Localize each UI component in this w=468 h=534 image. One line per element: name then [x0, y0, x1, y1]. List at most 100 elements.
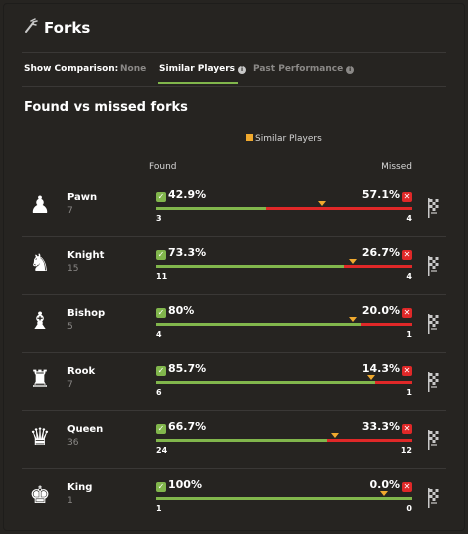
found-fill — [156, 381, 375, 384]
found-count: 24 — [156, 446, 168, 455]
legend-label: Similar Players — [255, 134, 322, 144]
missed-percentage: 33.3% ✕ — [361, 420, 412, 434]
found-fill — [156, 439, 327, 442]
found-percentage: ✓ 66.7% — [156, 420, 207, 434]
fork-icon — [24, 18, 40, 38]
row-divider — [22, 410, 446, 411]
piece-name: Queen — [67, 424, 104, 435]
found-missed-bar — [156, 323, 412, 326]
found-missed-bar — [156, 381, 412, 384]
found-count: 1 — [156, 504, 162, 513]
found-percentage: ✓ 100% — [156, 478, 202, 492]
piece-name: Rook — [67, 366, 96, 377]
checkered-flag-icon[interactable] — [428, 372, 440, 392]
knight-icon: ♞ — [29, 249, 51, 277]
checkered-flag-icon[interactable] — [428, 488, 440, 508]
piece-row-queen: ♛ Queen 36 ✓ 66.7% 33.3% ✕ 24 12 — [4, 411, 464, 469]
missed-percentage: 26.7% ✕ — [361, 246, 412, 260]
piece-row-pawn: ♟ Pawn 7 ✓ 42.9% 57.1% ✕ 3 4 — [4, 179, 464, 237]
check-icon: ✓ — [156, 192, 166, 202]
found-fill — [156, 207, 266, 210]
similar-players-marker — [380, 491, 388, 496]
check-icon: ✓ — [156, 366, 166, 376]
piece-count: 7 — [67, 206, 73, 216]
found-count: 4 — [156, 330, 162, 339]
row-divider — [22, 294, 446, 295]
found-fill — [156, 323, 361, 326]
bishop-icon: ♝ — [29, 307, 51, 335]
row-divider — [22, 468, 446, 469]
panel-header: Forks — [4, 4, 464, 56]
x-icon: ✕ — [402, 424, 412, 434]
checkered-flag-icon[interactable] — [428, 430, 440, 450]
piece-name: Pawn — [67, 192, 98, 203]
missed-count: 1 — [406, 330, 412, 339]
legend-swatch — [246, 134, 253, 141]
missed-percentage: 0.0% ✕ — [369, 478, 412, 492]
comparison-option-none[interactable]: None — [120, 64, 147, 74]
piece-row-knight: ♞ Knight 15 ✓ 73.3% 26.7% ✕ 11 4 — [4, 237, 464, 295]
found-percentage: ✓ 85.7% — [156, 362, 207, 376]
comparison-label: Show Comparison: — [24, 64, 119, 74]
found-missed-bar — [156, 207, 412, 210]
found-missed-bar — [156, 265, 412, 268]
missed-count: 4 — [406, 272, 412, 281]
found-count: 6 — [156, 388, 162, 397]
piece-count: 15 — [67, 264, 79, 274]
info-icon[interactable]: i — [346, 66, 355, 74]
found-fill — [156, 265, 344, 268]
piece-count: 7 — [67, 380, 73, 390]
piece-count: 5 — [67, 322, 73, 332]
check-icon: ✓ — [156, 424, 166, 434]
similar-players-marker — [318, 201, 326, 206]
x-icon: ✕ — [402, 192, 412, 202]
checkered-flag-icon[interactable] — [428, 198, 440, 218]
queen-icon: ♛ — [29, 423, 51, 451]
missed-count: 12 — [400, 446, 412, 455]
found-percentage: ✓ 73.3% — [156, 246, 207, 260]
found-column-header: Found — [149, 162, 177, 172]
x-icon: ✕ — [402, 250, 412, 260]
piece-row-bishop: ♝ Bishop 5 ✓ 80% 20.0% ✕ 4 1 — [4, 295, 464, 353]
piece-name: Knight — [67, 250, 105, 261]
comparison-option-similar-players[interactable]: Similar Players i — [159, 64, 247, 74]
found-count: 3 — [156, 214, 162, 223]
x-icon: ✕ — [402, 308, 412, 318]
rook-icon: ♜ — [29, 365, 51, 393]
found-percentage: ✓ 80% — [156, 304, 195, 318]
piece-count: 36 — [67, 438, 79, 448]
found-percentage: ✓ 42.9% — [156, 188, 207, 202]
missed-count: 4 — [406, 214, 412, 223]
piece-count: 1 — [67, 496, 73, 506]
piece-row-rook: ♜ Rook 7 ✓ 85.7% 14.3% ✕ 6 1 — [4, 353, 464, 411]
row-divider — [22, 236, 446, 237]
legend: Similar Players — [246, 134, 322, 144]
piece-row-king: ♚ King 1 ✓ 100% 0.0% ✕ 1 0 — [4, 469, 464, 527]
found-missed-bar — [156, 497, 412, 500]
piece-name: King — [67, 482, 93, 493]
found-missed-bar — [156, 439, 412, 442]
header-divider — [22, 52, 446, 53]
similar-players-marker — [349, 317, 357, 322]
x-icon: ✕ — [402, 482, 412, 492]
piece-name: Bishop — [67, 308, 106, 319]
checkered-flag-icon[interactable] — [428, 256, 440, 276]
king-icon: ♚ — [29, 481, 51, 509]
found-fill — [156, 497, 412, 500]
x-icon: ✕ — [402, 366, 412, 376]
pawn-icon: ♟ — [29, 191, 51, 219]
comparison-divider — [22, 86, 446, 87]
page-title: Forks — [44, 19, 91, 37]
similar-players-marker — [349, 259, 357, 264]
found-count: 11 — [156, 272, 168, 281]
section-title: Found vs missed forks — [24, 100, 188, 115]
comparison-selector: Show Comparison: None Similar Players i P… — [4, 59, 464, 85]
check-icon: ✓ — [156, 250, 166, 260]
missed-count: 0 — [406, 504, 412, 513]
comparison-option-past-performance[interactable]: Past Performance i — [253, 64, 355, 74]
checkered-flag-icon[interactable] — [428, 314, 440, 334]
info-icon[interactable]: i — [238, 66, 247, 74]
check-icon: ✓ — [156, 308, 166, 318]
missed-percentage: 57.1% ✕ — [361, 188, 412, 202]
missed-column-header: Missed — [381, 162, 412, 172]
